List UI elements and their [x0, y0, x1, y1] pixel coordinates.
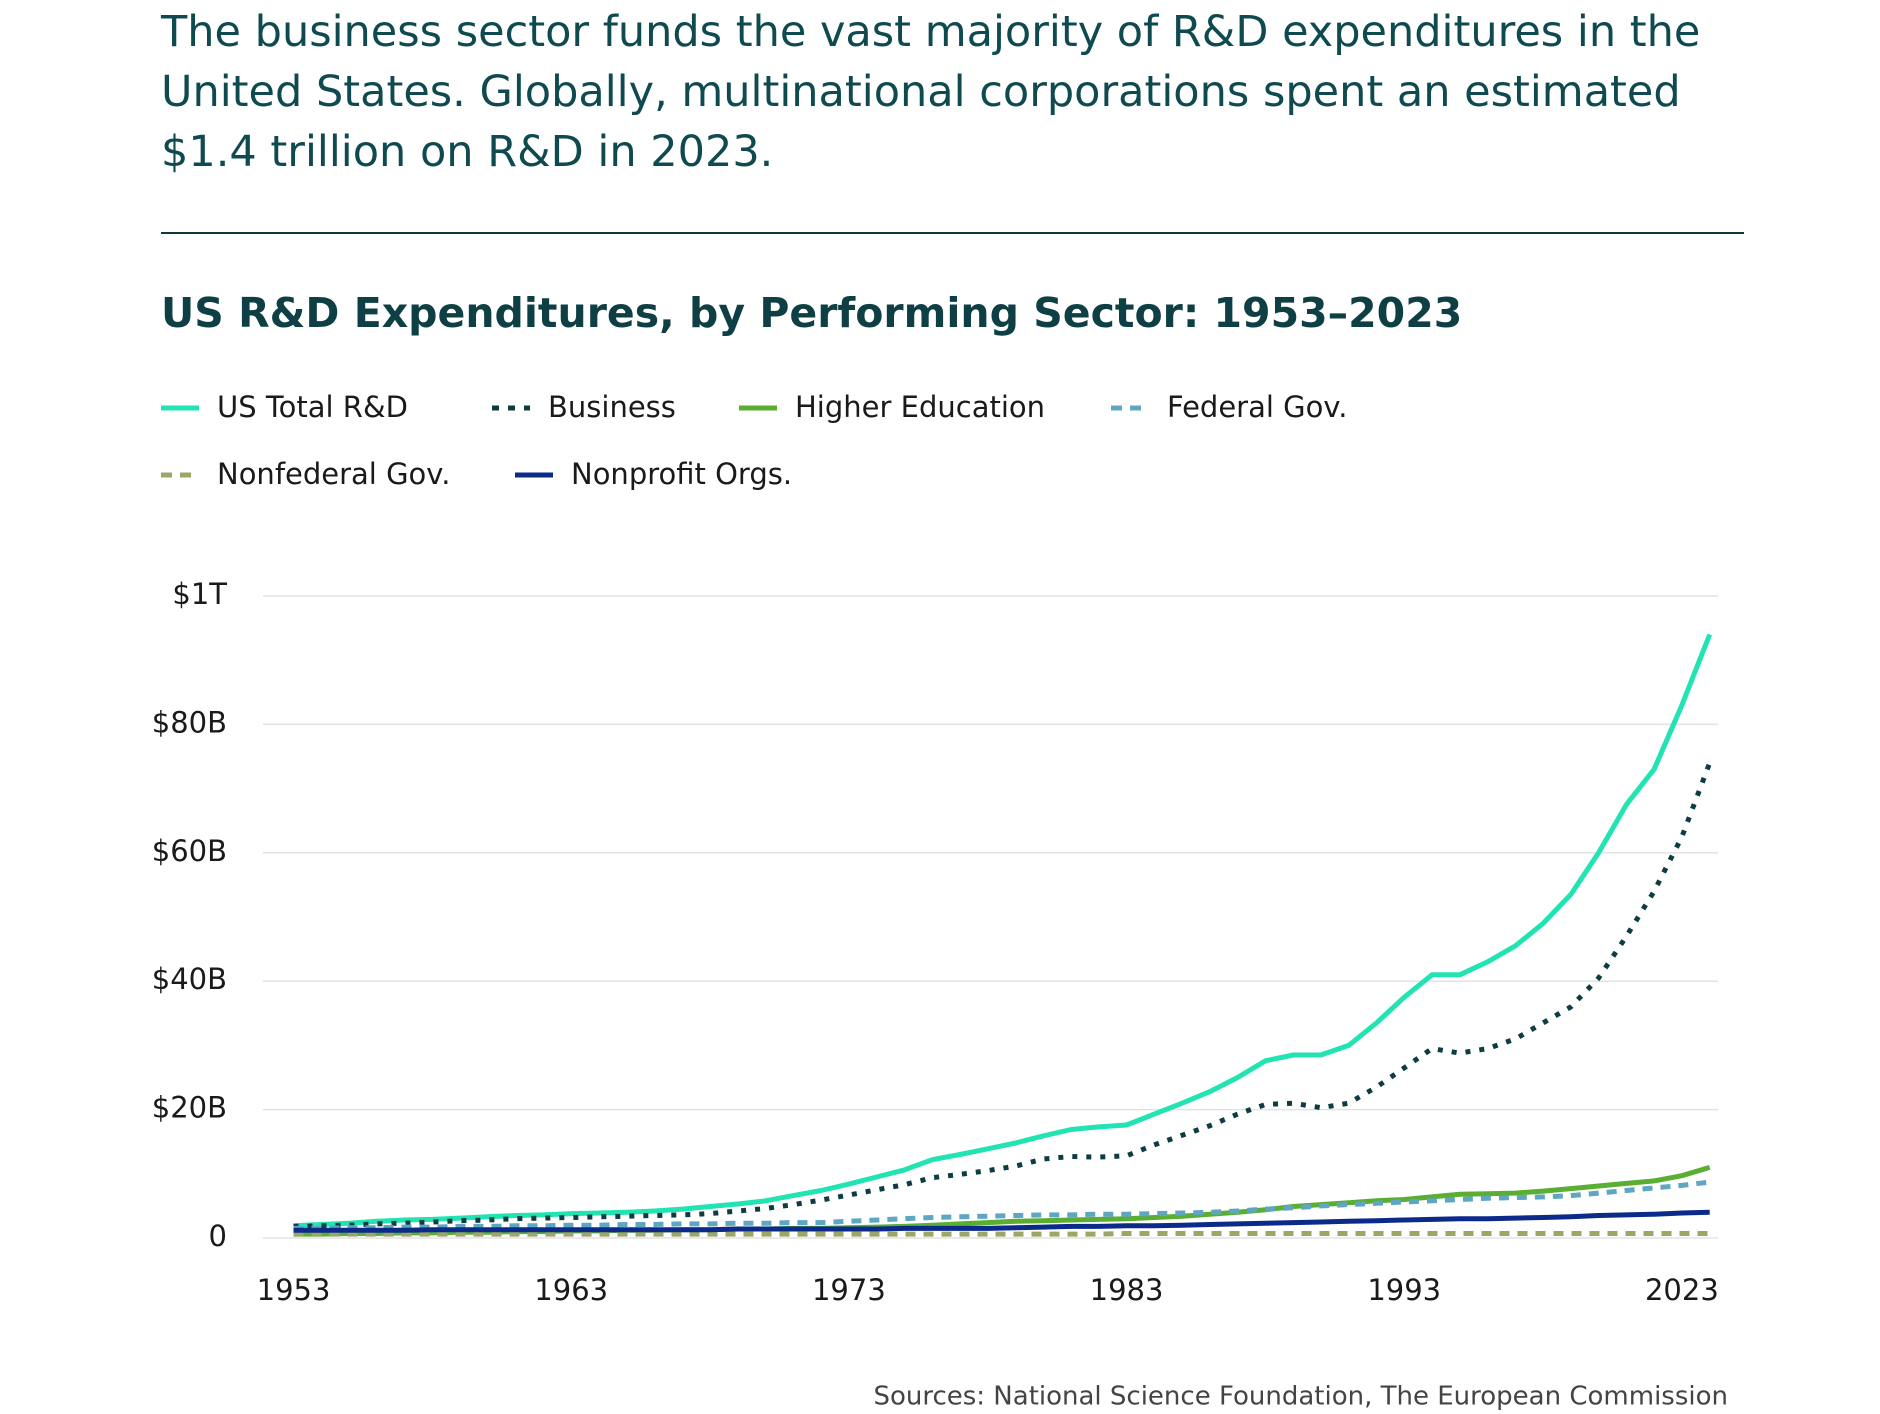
y-tick-label: $60B: [152, 834, 227, 868]
chart-title: US R&D Expenditures, by Performing Secto…: [161, 289, 1462, 337]
y-tick-label: $80B: [152, 705, 227, 739]
x-tick-label: 1993: [1367, 1273, 1441, 1307]
legend-label: Federal Gov.: [1167, 390, 1348, 424]
intro-text: The business sector funds the vast major…: [161, 7, 1701, 177]
legend-label: Nonprofit Orgs.: [571, 457, 792, 491]
x-tick-label: 1983: [1090, 1273, 1164, 1307]
x-tick-label: 2023: [1645, 1273, 1719, 1307]
series-line: [293, 1209, 1710, 1233]
legend-label: Business: [548, 390, 676, 424]
y-tick-label: 0: [209, 1219, 227, 1253]
y-tick-label: $1T: [172, 577, 227, 611]
source-note: Sources: National Science Foundation, Th…: [873, 1382, 1728, 1412]
legend-label: US Total R&D: [217, 390, 408, 424]
series-line: [293, 633, 1713, 1229]
legend-label: Higher Education: [795, 390, 1045, 424]
series-line: [293, 1179, 1710, 1231]
x-tick-label: 1973: [812, 1273, 886, 1307]
legend-label: Nonfederal Gov.: [217, 457, 450, 491]
series-line: [293, 1165, 1711, 1237]
x-tick-label: 1953: [257, 1273, 331, 1307]
y-tick-label: $40B: [152, 962, 227, 996]
series-line: [293, 1231, 1710, 1237]
y-tick-label: $20B: [152, 1091, 227, 1125]
x-tick-label: 1963: [534, 1273, 608, 1307]
series-line: [293, 762, 1713, 1229]
